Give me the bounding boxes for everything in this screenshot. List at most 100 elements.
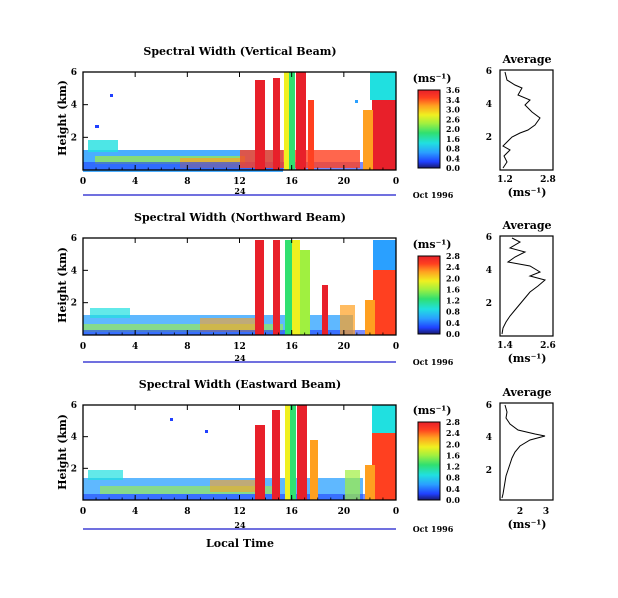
x-axis-label: Local Time [206, 537, 274, 550]
average-ytick: 2 [486, 466, 492, 476]
colorbar-tick-label: 0.8 [446, 473, 460, 483]
colorbar-tick-label: 0.8 [446, 307, 460, 317]
date-marker: 24 [234, 520, 246, 530]
average-xtick: 1.2 [497, 175, 513, 185]
colorbar-tick-label: 1.6 [446, 450, 460, 460]
colorbar-unit: (ms⁻¹) [413, 404, 452, 417]
x-tick-label: 4 [132, 507, 138, 517]
colorbar-tick-label: 3.0 [446, 105, 460, 115]
colorbar-tick-label: 0.0 [446, 329, 460, 339]
average-xlabel: (ms⁻¹) [508, 186, 547, 199]
panel-title: Spectral Width (Northward Beam) [134, 211, 346, 224]
y-axis-label: Height (km) [56, 80, 69, 156]
x-tick-label: 20 [338, 342, 351, 352]
average-ytick: 6 [486, 233, 492, 243]
average-xtick: 2 [517, 507, 523, 517]
average-profile [501, 404, 546, 499]
x-tick-label: 4 [132, 177, 138, 187]
colorbar-tick-label: 0.4 [446, 153, 460, 163]
colorbar-tick-label: 0.0 [446, 163, 460, 173]
colorbar-tick-label: 2.0 [446, 439, 460, 449]
average-title: Average [501, 53, 551, 66]
average-profile [502, 71, 541, 169]
x-tick-label: 12 [233, 342, 246, 352]
colorbar-tick-label: 1.6 [446, 284, 460, 294]
average-xtick: 1.4 [497, 341, 513, 351]
colorbar-tick-label: 2.4 [446, 428, 460, 438]
colorbar-tick-label: 0.4 [446, 484, 460, 494]
average-xlabel: (ms⁻¹) [508, 518, 547, 531]
x-tick-label: 0 [80, 342, 86, 352]
colorbar-tick-label: 3.4 [446, 95, 460, 105]
average-ytick: 6 [486, 67, 492, 77]
x-tick-label: 0 [80, 507, 86, 517]
colorbar-tick-label: 2.4 [446, 262, 460, 272]
average-ytick: 2 [486, 133, 492, 143]
average-ytick: 2 [486, 299, 492, 309]
y-tick-label: 6 [71, 68, 77, 78]
x-tick-label: 16 [285, 177, 298, 187]
average-profile [501, 237, 547, 335]
colorbar-tick-label: 2.8 [446, 251, 460, 261]
y-axis-label: Height (km) [56, 247, 69, 323]
date-marker: 24 [234, 353, 246, 363]
x-tick-label: 16 [285, 507, 298, 517]
panel-northward-beam: Spectral Width (Northward Beam) Height (… [56, 211, 556, 367]
average-frame [499, 402, 554, 501]
average-title: Average [501, 386, 551, 399]
x-tick-label: 0 [393, 342, 399, 352]
y-tick-label: 4 [71, 101, 77, 111]
colorbar-tick-label: 2.8 [446, 417, 460, 427]
x-tick-label: 0 [393, 507, 399, 517]
average-title: Average [501, 219, 551, 232]
colorbar-tick-label: 2.6 [446, 114, 460, 124]
panel-title: Spectral Width (Eastward Beam) [139, 378, 341, 391]
colorbar-tick-label: 0.0 [446, 495, 460, 505]
y-axis-label: Height (km) [56, 414, 69, 490]
average-ytick: 4 [486, 100, 492, 110]
date-marker: 24 [234, 186, 246, 196]
average-xtick: 2.6 [540, 341, 556, 351]
x-ticks: 0 4 8 12 16 20 0 [80, 238, 399, 352]
panel-eastward-beam: Spectral Width (Eastward Beam) Height (k… [56, 378, 554, 550]
x-tick-label: 0 [80, 177, 86, 187]
colorbar-tick-label: 0.4 [446, 318, 460, 328]
colorbar-tick-label: 2.0 [446, 273, 460, 283]
colorbar-tick-label: 0.8 [446, 144, 460, 154]
average-xtick: 2.8 [540, 175, 556, 185]
y-tick-label: 2 [71, 299, 77, 309]
average-xlabel: (ms⁻¹) [508, 352, 547, 365]
average-frame [499, 69, 554, 171]
y-tick-label: 2 [71, 464, 77, 474]
x-ticks: 0 4 8 12 16 20 0 [80, 405, 399, 517]
y-tick-label: 4 [71, 433, 77, 443]
heatmap-area [83, 240, 396, 335]
average-ytick: 6 [486, 401, 492, 411]
x-ticks: 0 4 8 12 16 20 0 [80, 72, 399, 187]
average-ytick: 4 [486, 433, 492, 443]
colorbar-tick-label: 1.6 [446, 134, 460, 144]
colorbar-tick-label: 3.6 [446, 85, 460, 95]
panel-title: Spectral Width (Vertical Beam) [143, 45, 336, 58]
y-tick-label: 4 [71, 266, 77, 276]
heatmap-area [83, 405, 396, 500]
average-xtick: 3 [543, 507, 549, 517]
colorbar [417, 421, 441, 501]
y-ticks: 2 4 6 [71, 234, 88, 309]
x-tick-label: 20 [338, 177, 351, 187]
colorbar-tick-label: 1.2 [446, 296, 460, 306]
colorbar [417, 89, 441, 169]
y-ticks: 2 4 6 [71, 401, 88, 474]
y-tick-label: 2 [71, 133, 77, 143]
average-frame [499, 235, 554, 337]
date-label: Oct 1996 [413, 357, 454, 367]
date-label: Oct 1996 [413, 524, 454, 534]
x-tick-label: 12 [233, 177, 246, 187]
x-tick-label: 20 [338, 507, 351, 517]
x-tick-label: 4 [132, 342, 138, 352]
y-ticks: 2 4 6 [71, 68, 88, 143]
colorbar-ticks: 2.82.42.01.6 1.20.80.40.0 [446, 251, 460, 339]
colorbar-tick-label: 2.0 [446, 124, 460, 134]
colorbar-unit: (ms⁻¹) [413, 238, 452, 251]
